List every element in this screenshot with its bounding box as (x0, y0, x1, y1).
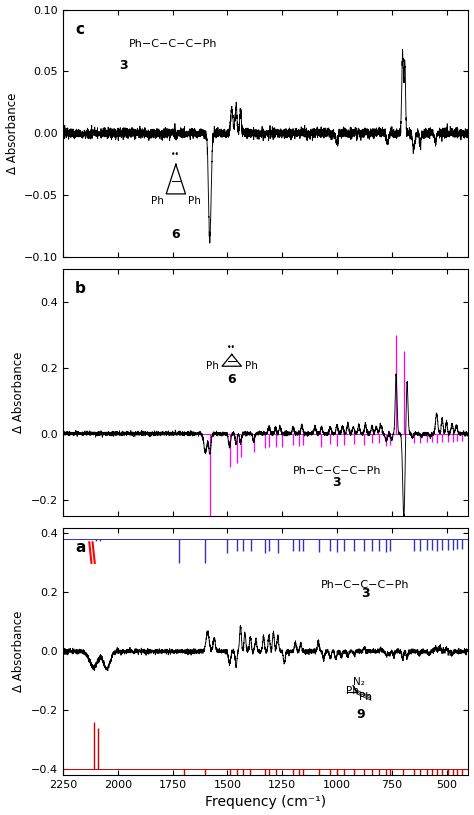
Text: 9: 9 (356, 708, 365, 721)
Text: Ph: Ph (359, 692, 372, 702)
Text: a: a (75, 540, 85, 555)
Text: 3: 3 (361, 588, 370, 601)
Text: ••: •• (171, 150, 180, 159)
X-axis label: Frequency (cm⁻¹): Frequency (cm⁻¹) (205, 795, 326, 809)
Text: Ph: Ph (346, 686, 359, 696)
Text: Ph: Ph (245, 361, 258, 371)
Text: Ph: Ph (188, 196, 201, 206)
Text: Ph: Ph (206, 361, 219, 371)
Text: 6: 6 (172, 228, 180, 241)
Text: Ph−C−C−C−Ph: Ph−C−C−C−Ph (321, 580, 410, 590)
Text: Ph: Ph (151, 196, 164, 206)
Text: ••: •• (227, 343, 236, 352)
Text: Ph−C−C−C−Ph: Ph−C−C−C−Ph (292, 466, 381, 477)
Text: 3: 3 (333, 476, 341, 489)
Text: c: c (75, 22, 84, 37)
Text: Ph−C−C−C−Ph: Ph−C−C−C−Ph (129, 39, 217, 49)
Text: 3: 3 (119, 59, 128, 72)
Text: 6: 6 (228, 372, 236, 385)
Text: b: b (75, 281, 86, 296)
Text: N₂: N₂ (354, 677, 365, 687)
Y-axis label: Δ Absorbance: Δ Absorbance (12, 351, 26, 433)
Y-axis label: Δ Absorbance: Δ Absorbance (6, 93, 18, 174)
Y-axis label: Δ Absorbance: Δ Absorbance (12, 610, 26, 692)
